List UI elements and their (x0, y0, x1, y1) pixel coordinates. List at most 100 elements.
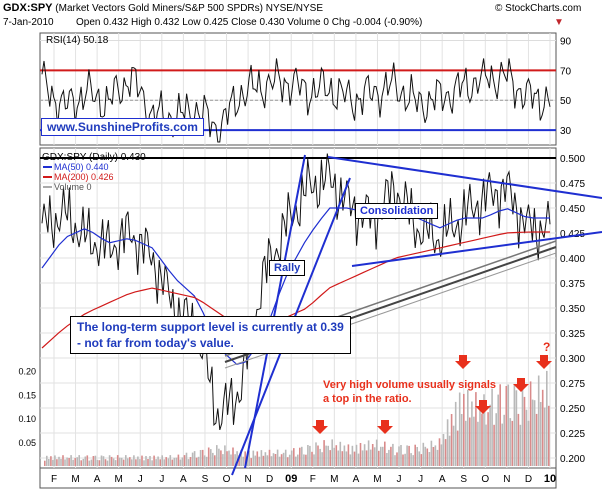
volume-bar (503, 414, 505, 466)
volume-bar (147, 459, 149, 466)
volume-bar (205, 456, 208, 466)
x-tick-label: A (180, 474, 187, 485)
volume-bar (321, 452, 323, 466)
volume-bar (388, 449, 390, 466)
volume-bar (252, 450, 255, 466)
volume-bar (189, 457, 192, 466)
legend-label: MA(200) 0.426 (54, 172, 114, 182)
volume-bar (56, 459, 58, 466)
volume-bar (112, 458, 115, 466)
volume-bar (108, 455, 111, 466)
volume-bar (499, 384, 501, 466)
volume-bar (248, 450, 250, 466)
quote-line: Open 0.432 High 0.432 Low 0.425 Close 0.… (76, 17, 423, 28)
down-arrow-icon: ▼ (554, 17, 564, 28)
x-tick-label: D (525, 474, 532, 485)
volume-bar (226, 451, 228, 466)
price-tick-label: 0.250 (560, 404, 585, 415)
date-label: 7-Jan-2010 (3, 17, 54, 28)
volume-bar (487, 412, 489, 466)
volume-bar (216, 445, 218, 466)
volume-bar (479, 409, 481, 466)
volume-bar (88, 460, 91, 466)
volume-bar (473, 416, 475, 466)
x-tick-label: A (94, 474, 101, 485)
volume-bar (382, 446, 384, 466)
website-label[interactable]: www.SunshineProfits.com (41, 118, 204, 136)
support-note: The long-term support level is currently… (70, 316, 351, 354)
volume-bar (363, 444, 366, 466)
volume-bar (276, 449, 279, 466)
volume-bar (284, 449, 287, 466)
volume-bar (165, 457, 167, 466)
volume-bar (373, 447, 376, 466)
volume-bar (489, 404, 491, 466)
volume-bar (527, 420, 530, 466)
volume-bar (149, 456, 151, 466)
volume-bar (369, 449, 372, 466)
volume-bar (329, 450, 331, 466)
volume-bar (442, 434, 445, 466)
volume-bar (505, 386, 508, 466)
volume-bar (339, 441, 342, 466)
x-tick-label: O (223, 474, 231, 485)
volume-bar (357, 453, 360, 466)
volume-bar (396, 452, 398, 466)
volume-bar (60, 458, 62, 466)
volume-bar (315, 442, 317, 466)
volume-bar (137, 456, 139, 466)
volume-bar (438, 438, 441, 466)
volume-bar (280, 454, 283, 466)
volume-bar (220, 450, 222, 466)
price-tick-label: 0.300 (560, 354, 585, 365)
volume-bar (523, 396, 526, 466)
volume-bar (422, 442, 425, 466)
x-tick-label: M (115, 474, 123, 485)
price-tick-label: 0.400 (560, 254, 585, 265)
volume-bar (195, 457, 198, 466)
volume-bar (153, 455, 155, 466)
volume-bar (155, 459, 157, 466)
volume-bar (469, 417, 471, 466)
volume-bar (343, 445, 346, 466)
volume-bar (311, 451, 313, 466)
x-tick-label: S (202, 474, 209, 485)
volume-bar (400, 445, 402, 466)
volume-bar (394, 455, 396, 466)
volume-bar (244, 451, 246, 466)
volume-bar (386, 453, 388, 466)
volume-bar (380, 446, 382, 466)
rsi-tick-label: 70 (560, 66, 572, 77)
volume-bar (295, 456, 297, 466)
price-tick-label: 0.450 (560, 204, 585, 215)
volume-bar (378, 450, 380, 466)
volume-bar (446, 419, 449, 466)
volume-bar (129, 457, 131, 466)
price-tick-label: 0.500 (560, 154, 585, 165)
volume-bar (303, 454, 305, 466)
volume-bar (440, 444, 443, 466)
volume-bar (183, 455, 186, 466)
volume-bar (52, 459, 54, 466)
support-note-line2: - not far from today's value. (77, 336, 234, 350)
price-tick-label: 0.425 (560, 229, 585, 240)
volume-bar (384, 441, 386, 466)
volume-bar (110, 456, 113, 466)
volume-bar (80, 460, 82, 466)
volume-bar (509, 418, 512, 466)
volume-bar (272, 453, 275, 466)
volume-bar (262, 455, 265, 466)
volume-bar (106, 460, 109, 466)
volume-bar (102, 456, 105, 466)
volume-bar (114, 460, 117, 466)
volume-bar (353, 451, 356, 466)
rally-label: Rally (269, 260, 306, 276)
volume-bar (539, 402, 542, 466)
volume-bar (351, 445, 354, 466)
volume-arrow-icon (513, 378, 529, 392)
volume-bar (62, 455, 64, 466)
volume-bar (355, 444, 358, 466)
volume-bar (428, 452, 431, 466)
volume-bar (254, 455, 257, 466)
x-tick-label: A (353, 474, 360, 485)
